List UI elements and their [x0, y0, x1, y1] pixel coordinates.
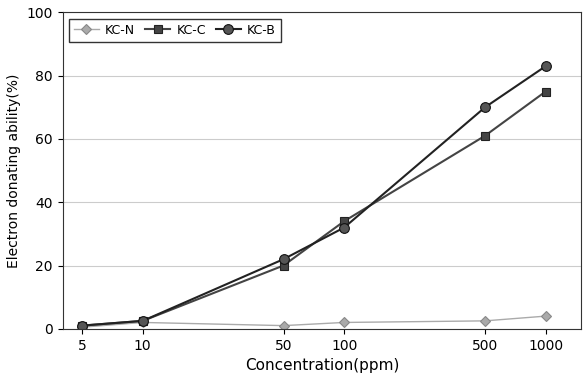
KC-B	[79, 323, 86, 328]
X-axis label: Concentration(ppm): Concentration(ppm)	[245, 358, 399, 373]
KC-N	[340, 320, 348, 325]
KC-C	[482, 133, 489, 138]
KC-B	[542, 64, 549, 68]
KC-C	[79, 323, 86, 328]
KC-N	[79, 325, 86, 329]
KC-C	[340, 219, 348, 223]
KC-N	[139, 320, 146, 325]
KC-N	[542, 314, 549, 318]
Line: KC-N: KC-N	[79, 313, 549, 331]
Line: KC-B: KC-B	[77, 61, 550, 331]
KC-B	[340, 225, 348, 230]
KC-C	[139, 318, 146, 323]
KC-B	[280, 257, 287, 261]
Legend: KC-N, KC-C, KC-B: KC-N, KC-C, KC-B	[69, 19, 281, 42]
Y-axis label: Electron donating ability(%): Electron donating ability(%)	[7, 73, 21, 268]
Line: KC-C: KC-C	[78, 87, 550, 330]
KC-C	[542, 89, 549, 94]
KC-C	[280, 263, 287, 268]
KC-B	[482, 105, 489, 109]
KC-N	[482, 318, 489, 323]
KC-B	[139, 318, 146, 323]
KC-N	[280, 323, 287, 328]
